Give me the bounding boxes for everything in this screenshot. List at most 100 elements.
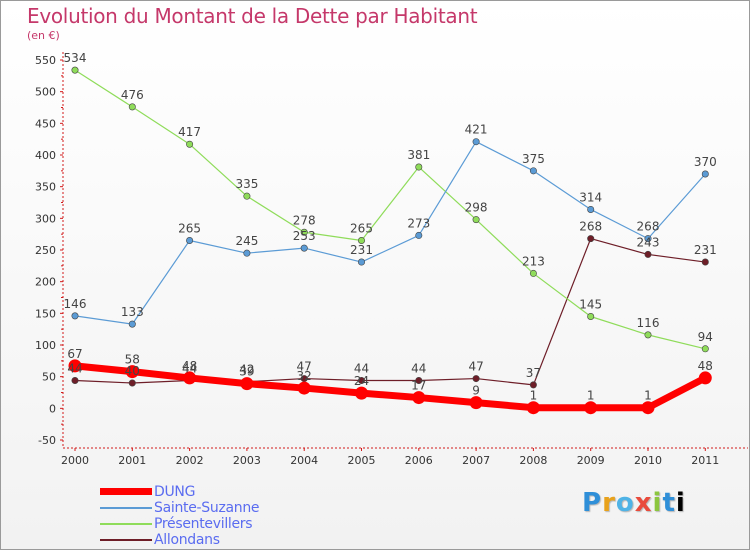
data-point-pr-sentevillers — [587, 312, 595, 320]
data-point-pr-sentevillers — [300, 228, 308, 236]
data-label-pr-sentevillers: 94 — [698, 330, 713, 344]
legend-swatch-sainte-suzanne — [100, 507, 152, 509]
data-label-dung: 39 — [239, 365, 254, 379]
data-label-allondans: 47 — [297, 360, 312, 374]
data-label-allondans: 44 — [67, 361, 82, 375]
data-label-dung: 1 — [530, 389, 538, 403]
data-label-dung: 24 — [354, 374, 369, 388]
x-tick-label: 2011 — [691, 454, 719, 467]
legend-label-dung: DUNG — [154, 484, 196, 500]
y-tick-label: 50 — [42, 371, 56, 384]
data-label-sainte-suzanne: 273 — [407, 216, 430, 230]
data-point-allondans — [701, 258, 709, 266]
data-label-dung: 48 — [182, 359, 197, 373]
x-tick-label: 2001 — [118, 454, 146, 467]
legend-item-allondans: Allondans — [100, 532, 340, 548]
data-point-pr-sentevillers — [529, 269, 537, 277]
data-point-pr-sentevillers — [243, 192, 251, 200]
x-tick-label: 2010 — [634, 454, 662, 467]
data-label-allondans: 42 — [239, 363, 254, 377]
data-point-pr-sentevillers — [644, 331, 652, 339]
data-point-pr-sentevillers — [472, 216, 480, 224]
legend-item-presentevillers: Présentevillers — [100, 516, 340, 532]
data-label-allondans: 44 — [411, 361, 426, 375]
y-tick-label: 400 — [35, 149, 56, 162]
data-point-sainte-suzanne — [186, 237, 194, 245]
data-label-dung: 17 — [411, 379, 426, 393]
data-point-allondans — [472, 375, 480, 383]
data-label-sainte-suzanne: 370 — [694, 155, 717, 169]
y-tick-label: 0 — [49, 402, 56, 415]
data-label-sainte-suzanne: 268 — [637, 220, 660, 234]
data-point-dung — [469, 396, 483, 410]
data-label-allondans: 47 — [468, 360, 483, 374]
proxiti-logo: Proxiti — [582, 488, 686, 518]
data-label-sainte-suzanne: 375 — [522, 152, 545, 166]
data-point-pr-sentevillers — [71, 66, 79, 74]
data-label-pr-sentevillers: 381 — [407, 148, 430, 162]
data-point-dung — [297, 381, 311, 395]
chart-title: Evolution du Montant de la Dette par Hab… — [27, 4, 478, 28]
data-label-allondans: 44 — [354, 361, 369, 375]
legend-swatch-dung — [100, 488, 152, 495]
data-point-dung — [355, 386, 368, 400]
data-label-pr-sentevillers: 116 — [637, 316, 660, 330]
data-point-dung — [526, 401, 540, 415]
x-tick-label: 2003 — [233, 454, 261, 467]
data-label-sainte-suzanne: 265 — [178, 222, 201, 236]
data-point-sainte-suzanne — [357, 258, 365, 266]
data-label-pr-sentevillers: 335 — [235, 177, 258, 191]
data-label-allondans: 37 — [526, 366, 541, 380]
data-point-sainte-suzanne — [644, 235, 652, 243]
x-tick-label: 2008 — [519, 454, 547, 467]
y-tick-label: 450 — [35, 117, 56, 130]
series-line-allondans — [74, 238, 706, 386]
legend-label-sainte-suzanne: Sainte-Suzanne — [154, 500, 260, 516]
data-point-dung — [584, 401, 598, 415]
data-label-pr-sentevillers: 476 — [121, 88, 144, 102]
data-label-allondans: 40 — [125, 364, 140, 378]
data-point-dung — [183, 371, 197, 385]
data-point-dung — [240, 377, 254, 391]
data-label-dung: 67 — [67, 347, 82, 361]
x-tick-label: 2007 — [462, 454, 490, 467]
data-point-allondans — [128, 379, 136, 387]
data-point-pr-sentevillers — [128, 103, 136, 111]
data-point-pr-sentevillers — [186, 140, 194, 148]
y-tick-label: 500 — [35, 86, 56, 99]
data-point-dung — [698, 371, 712, 385]
data-label-allondans: 44 — [182, 361, 197, 375]
data-point-pr-sentevillers — [701, 345, 709, 353]
x-tick-label: 2005 — [348, 454, 376, 467]
data-label-dung: 48 — [698, 359, 713, 373]
data-point-sainte-suzanne — [243, 249, 251, 257]
data-point-pr-sentevillers — [357, 237, 365, 245]
data-label-pr-sentevillers: 213 — [522, 254, 545, 268]
chart-subtitle: (en €) — [27, 29, 60, 42]
data-label-pr-sentevillers: 265 — [350, 222, 373, 236]
legend-swatch-allondans — [100, 539, 152, 541]
y-tick-label: 550 — [35, 54, 56, 67]
data-label-pr-sentevillers: 417 — [178, 125, 201, 139]
data-point-sainte-suzanne — [415, 231, 423, 239]
x-tick-label: 2006 — [405, 454, 433, 467]
data-label-dung: 1 — [644, 389, 652, 403]
y-tick-label: 150 — [35, 307, 56, 320]
data-label-sainte-suzanne: 245 — [235, 234, 258, 248]
data-point-allondans — [71, 376, 79, 384]
data-point-pr-sentevillers — [415, 163, 423, 171]
data-label-dung: 58 — [125, 353, 140, 367]
series-line-dung — [71, 362, 709, 412]
data-point-allondans — [415, 376, 423, 384]
series-line-pr-sentevillers — [74, 69, 706, 350]
data-label-allondans: 243 — [637, 235, 660, 249]
data-point-allondans — [529, 381, 537, 389]
x-tick-label: 2009 — [577, 454, 605, 467]
x-tick-label: 2000 — [61, 454, 89, 467]
data-point-dung — [125, 365, 139, 379]
legend-item-dung: DUNG — [100, 484, 340, 500]
x-tick-label: 2002 — [176, 454, 204, 467]
y-tick-label: 250 — [35, 244, 56, 257]
